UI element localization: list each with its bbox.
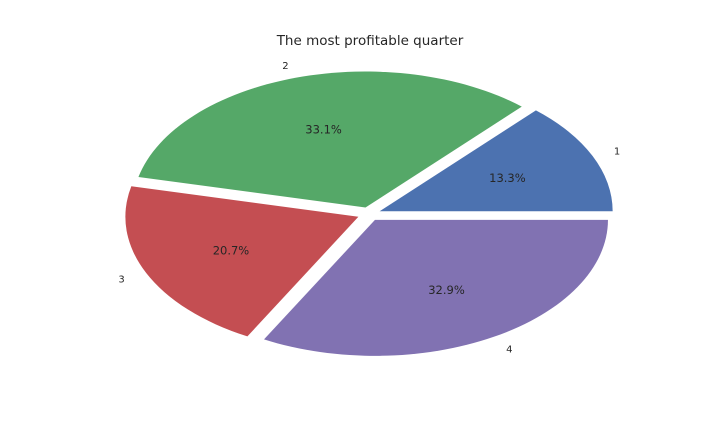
pie-slice-2 <box>138 71 522 208</box>
slice-percent-label: 13.3% <box>489 171 526 185</box>
pie-slice-1 <box>379 110 613 212</box>
slice-percent-label: 32.9% <box>428 283 465 297</box>
pie-slice-4 <box>263 219 608 356</box>
pie-slice-3 <box>125 186 359 337</box>
slice-category-label: 2 <box>282 61 288 72</box>
chart-title: The most profitable quarter <box>276 33 464 49</box>
slice-category-label: 1 <box>614 147 620 158</box>
slice-category-label: 4 <box>506 344 512 355</box>
slice-category-label: 3 <box>118 274 124 285</box>
slice-percent-label: 33.1% <box>305 123 342 137</box>
slice-percent-label: 20.7% <box>213 243 250 257</box>
